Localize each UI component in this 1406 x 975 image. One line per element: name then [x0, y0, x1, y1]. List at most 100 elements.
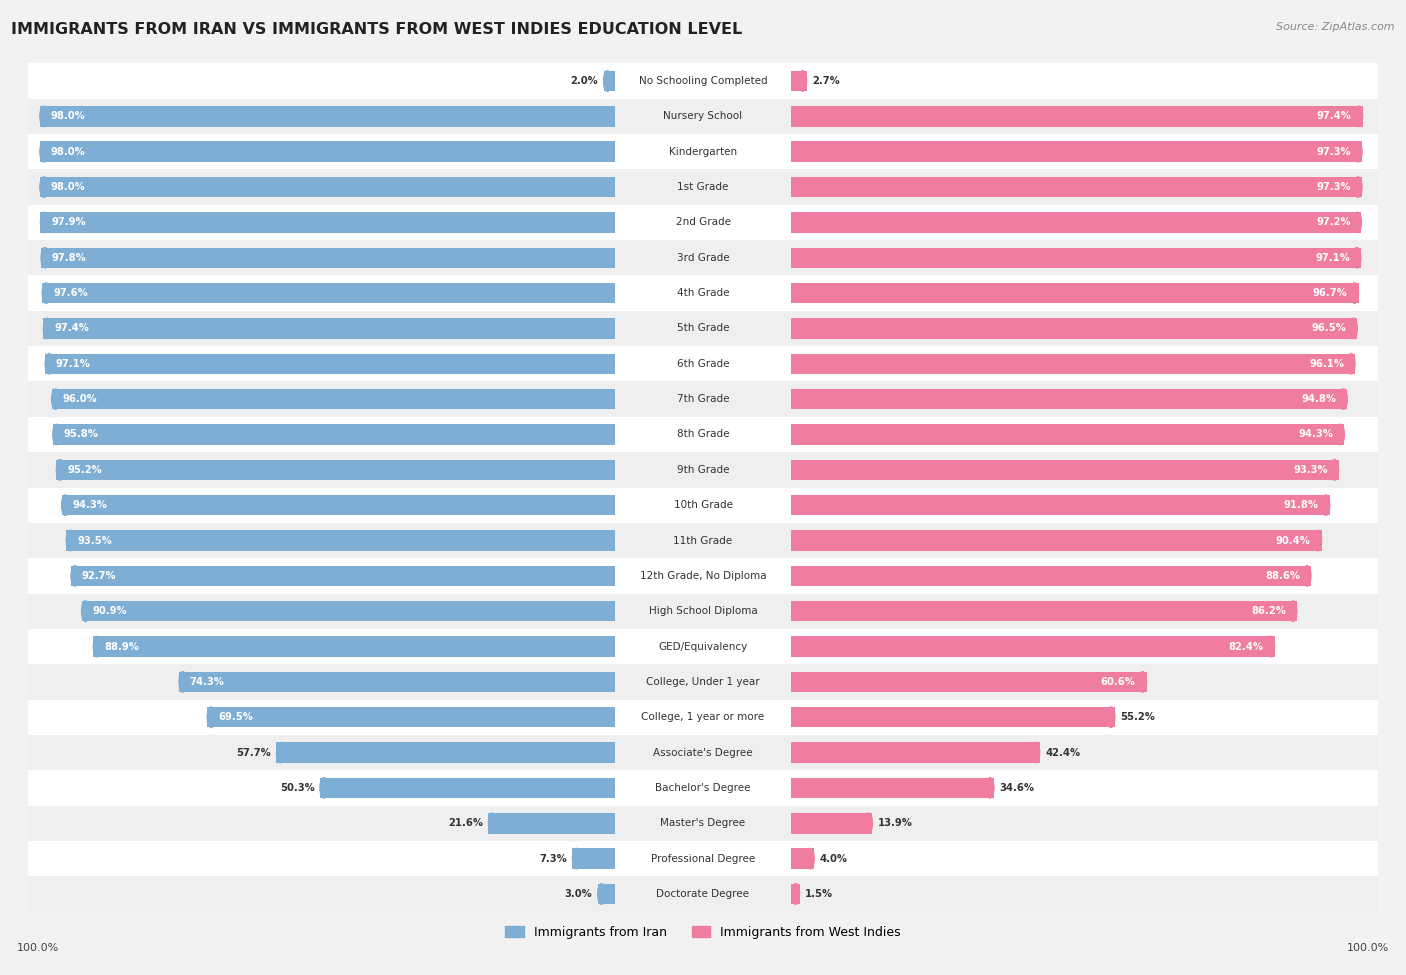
Circle shape — [1267, 637, 1275, 657]
Bar — [790, 354, 1351, 374]
Bar — [66, 530, 70, 551]
Bar — [1351, 354, 1355, 374]
Bar — [796, 883, 800, 904]
Circle shape — [1340, 389, 1347, 410]
Bar — [44, 318, 48, 338]
Circle shape — [1354, 141, 1362, 162]
Circle shape — [986, 778, 994, 799]
Circle shape — [1347, 354, 1355, 374]
Text: 12th Grade, No Diploma: 12th Grade, No Diploma — [640, 570, 766, 581]
Bar — [790, 601, 1294, 621]
Text: Associate's Degree: Associate's Degree — [654, 748, 752, 758]
Bar — [70, 530, 616, 551]
Bar — [790, 848, 810, 869]
Bar — [1344, 389, 1347, 410]
Bar — [45, 213, 616, 233]
Text: 100.0%: 100.0% — [17, 943, 59, 953]
Circle shape — [1337, 424, 1344, 445]
Text: Professional Degree: Professional Degree — [651, 853, 755, 864]
Circle shape — [792, 883, 800, 904]
Circle shape — [52, 389, 59, 410]
Text: 42.4%: 42.4% — [1045, 748, 1080, 758]
Text: 96.0%: 96.0% — [62, 394, 97, 405]
Bar — [179, 672, 183, 692]
Text: 97.8%: 97.8% — [52, 253, 87, 263]
Bar — [790, 707, 1111, 727]
Bar — [48, 318, 616, 338]
Bar — [492, 813, 616, 834]
Bar — [60, 459, 616, 480]
Circle shape — [1032, 742, 1039, 762]
Circle shape — [321, 778, 328, 799]
Text: 90.9%: 90.9% — [93, 606, 127, 616]
Circle shape — [41, 213, 48, 233]
Text: Kindergarten: Kindergarten — [669, 146, 737, 157]
Circle shape — [207, 707, 215, 727]
Bar — [39, 176, 44, 197]
Bar — [488, 813, 492, 834]
Bar — [52, 389, 55, 410]
Bar — [790, 813, 869, 834]
Text: 2nd Grade: 2nd Grade — [675, 217, 731, 227]
Text: 69.5%: 69.5% — [218, 712, 253, 722]
Bar — [1334, 459, 1339, 480]
Text: 94.3%: 94.3% — [1299, 429, 1334, 440]
Text: 6th Grade: 6th Grade — [676, 359, 730, 369]
Bar — [790, 672, 1143, 692]
Circle shape — [39, 141, 48, 162]
Text: High School Diploma: High School Diploma — [648, 606, 758, 616]
Circle shape — [1107, 707, 1115, 727]
Text: 100.0%: 100.0% — [1347, 943, 1389, 953]
Bar — [46, 283, 616, 303]
Text: 97.1%: 97.1% — [56, 359, 91, 369]
Circle shape — [1330, 459, 1339, 480]
Bar — [28, 558, 1378, 594]
Bar — [28, 664, 1378, 700]
Text: Source: ZipAtlas.com: Source: ZipAtlas.com — [1277, 22, 1395, 32]
Text: College, Under 1 year: College, Under 1 year — [647, 677, 759, 687]
Bar — [1358, 213, 1361, 233]
Circle shape — [44, 318, 51, 338]
Bar — [790, 176, 1358, 197]
Circle shape — [1355, 106, 1362, 127]
Bar — [28, 877, 1378, 912]
Text: 95.8%: 95.8% — [63, 429, 98, 440]
Bar — [207, 707, 211, 727]
Circle shape — [799, 71, 807, 92]
Bar — [53, 424, 56, 445]
Text: 94.8%: 94.8% — [1302, 394, 1337, 405]
Bar — [28, 417, 1378, 452]
Text: 1st Grade: 1st Grade — [678, 182, 728, 192]
Circle shape — [45, 354, 53, 374]
Bar — [790, 778, 990, 799]
Circle shape — [53, 424, 60, 445]
Text: 93.5%: 93.5% — [77, 535, 112, 546]
Circle shape — [70, 566, 79, 586]
Text: Nursery School: Nursery School — [664, 111, 742, 122]
Bar — [28, 594, 1378, 629]
Text: 97.4%: 97.4% — [1317, 111, 1351, 122]
Text: 97.1%: 97.1% — [1315, 253, 1350, 263]
Circle shape — [39, 176, 48, 197]
Text: 97.3%: 97.3% — [1316, 146, 1351, 157]
Bar — [607, 71, 616, 92]
Bar — [28, 134, 1378, 170]
Text: 95.2%: 95.2% — [67, 465, 101, 475]
Text: 5th Grade: 5th Grade — [676, 324, 730, 333]
Circle shape — [488, 813, 496, 834]
Circle shape — [56, 459, 65, 480]
Text: 4.0%: 4.0% — [820, 853, 848, 864]
Bar — [28, 205, 1378, 240]
Bar — [39, 106, 44, 127]
Bar — [28, 488, 1378, 523]
Circle shape — [1354, 213, 1361, 233]
Bar — [28, 240, 1378, 275]
Text: 57.7%: 57.7% — [236, 748, 271, 758]
Circle shape — [82, 601, 90, 621]
Bar — [790, 141, 1358, 162]
Text: 91.8%: 91.8% — [1284, 500, 1319, 510]
Circle shape — [1353, 248, 1361, 268]
Text: IMMIGRANTS FROM IRAN VS IMMIGRANTS FROM WEST INDIES EDUCATION LEVEL: IMMIGRANTS FROM IRAN VS IMMIGRANTS FROM … — [11, 22, 742, 37]
Bar — [1358, 176, 1362, 197]
Text: 94.3%: 94.3% — [72, 500, 107, 510]
